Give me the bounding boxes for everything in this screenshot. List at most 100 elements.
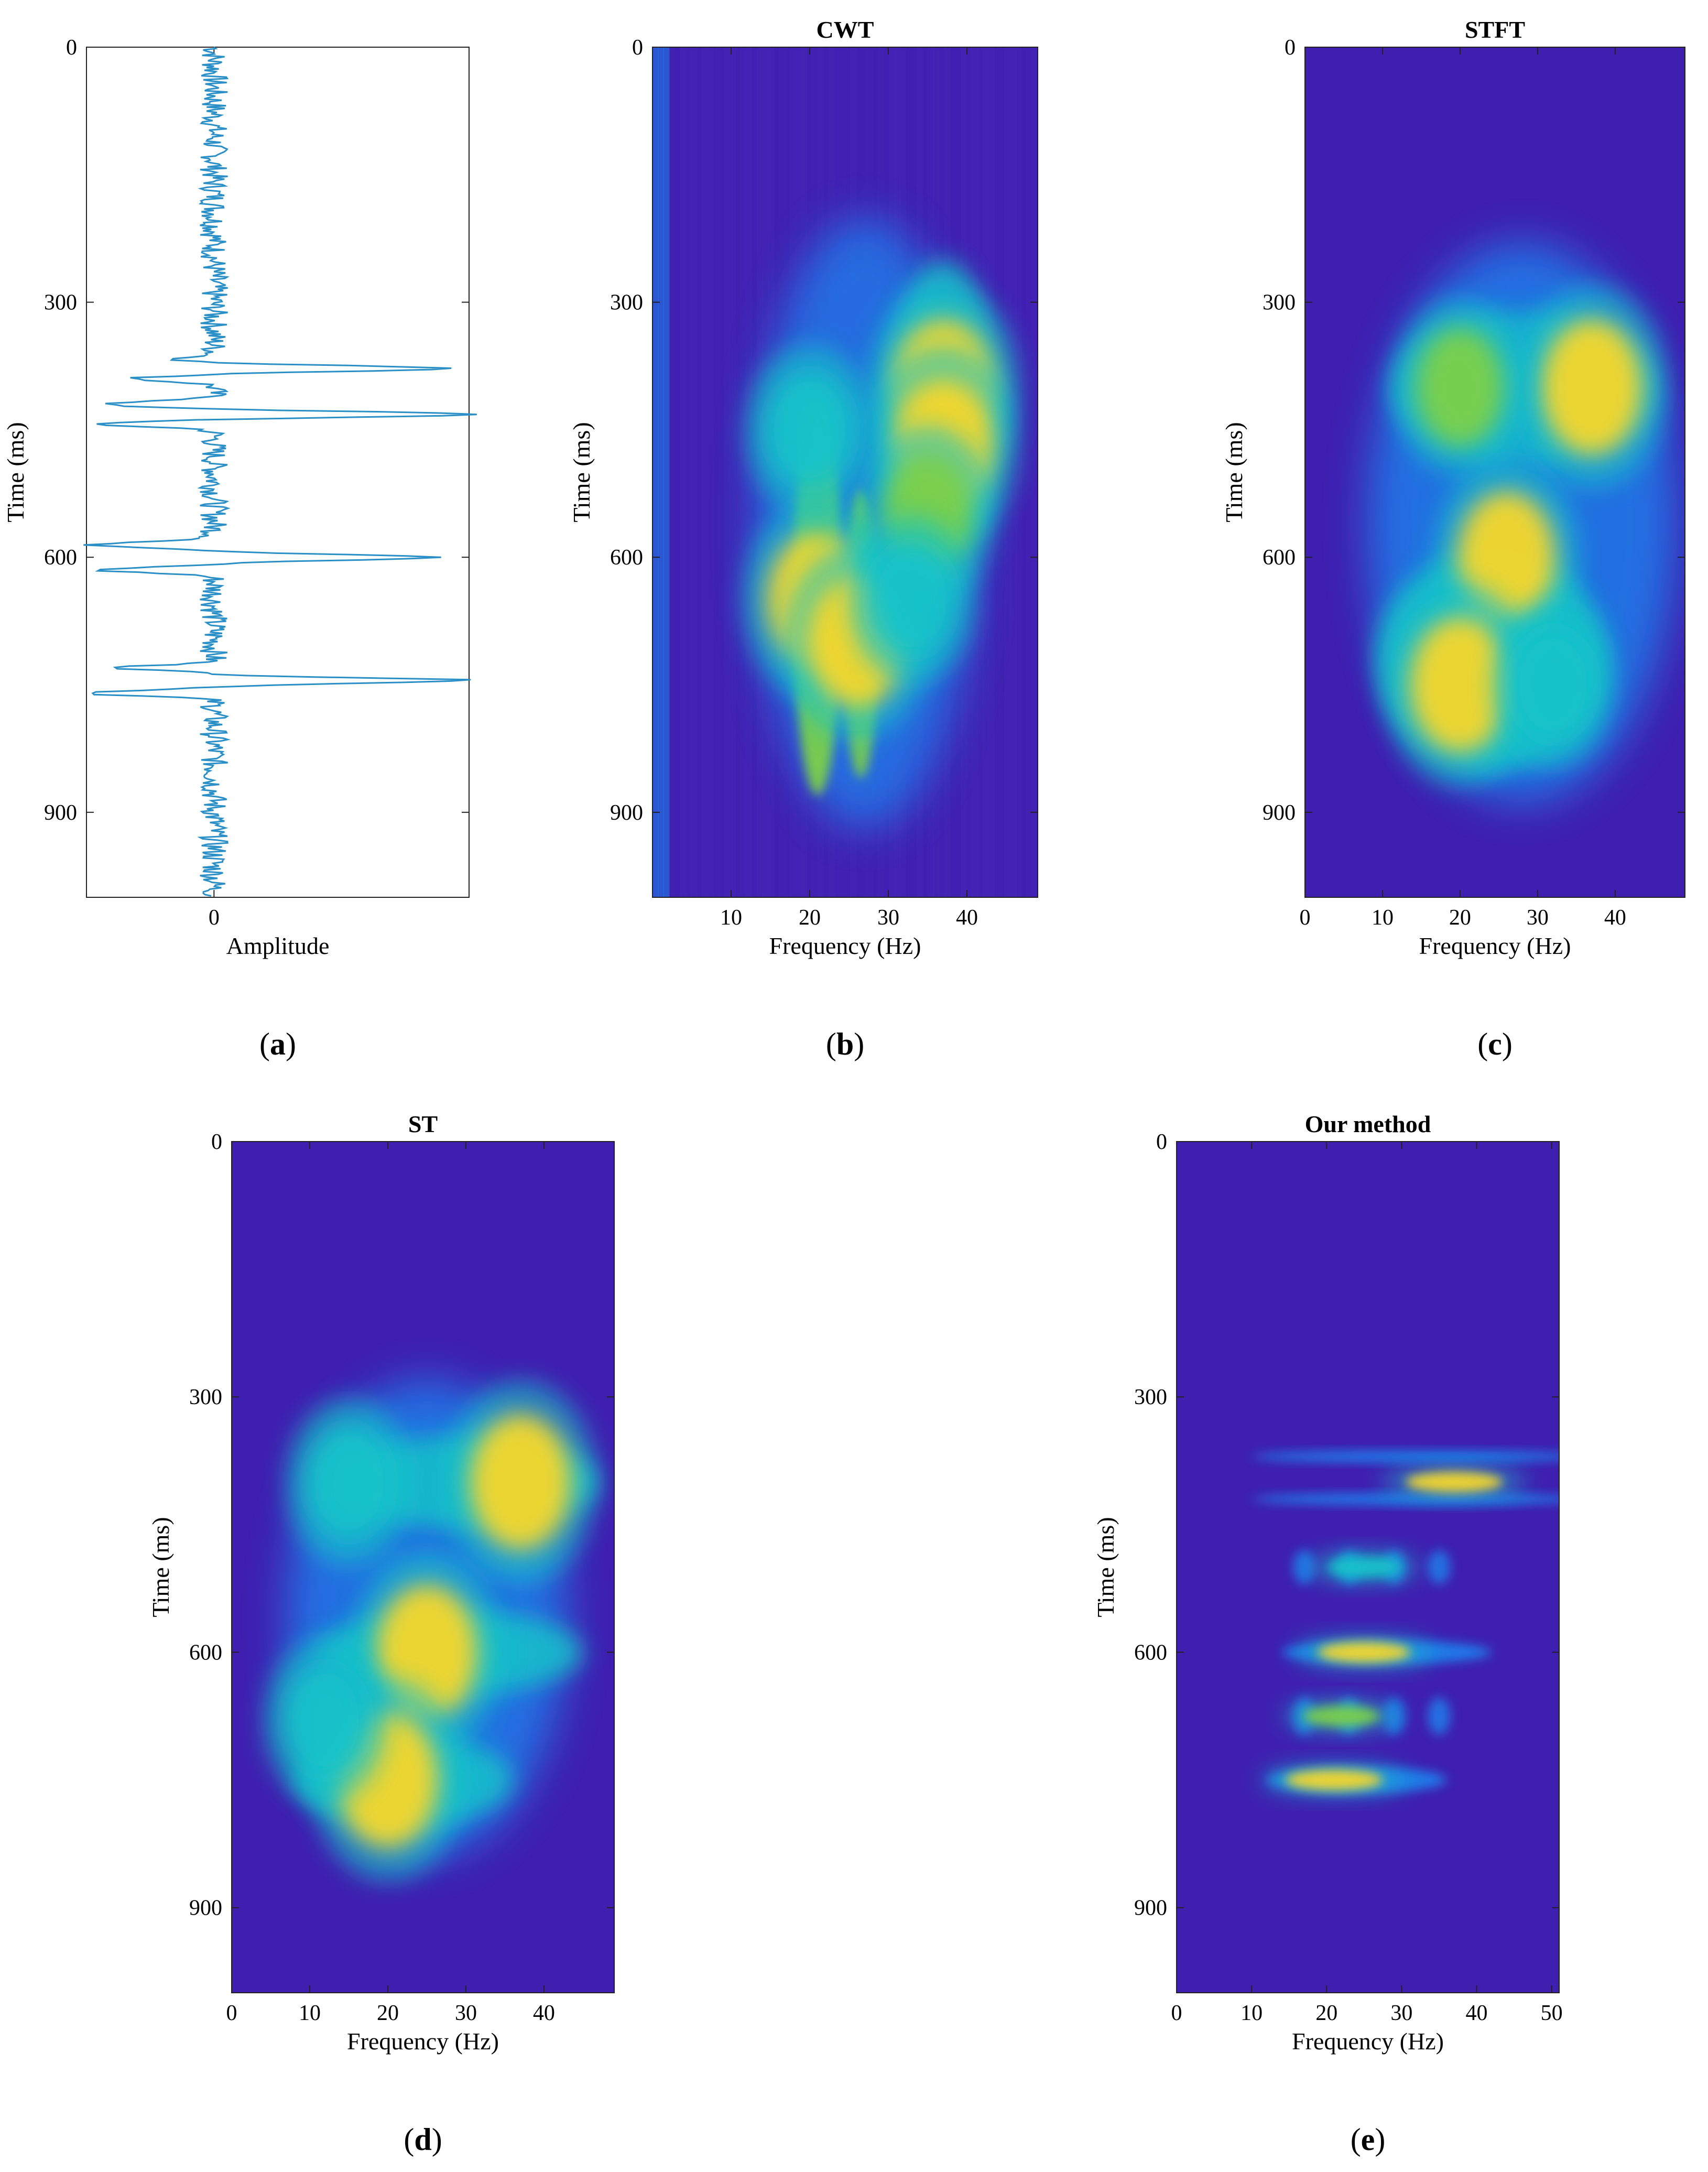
energy-streak: [1428, 1550, 1451, 1584]
x-tick-label: 20: [377, 2001, 399, 2025]
axes-frame-a: [86, 47, 470, 898]
energy-blob: [766, 372, 853, 487]
panel-b: 0 300 600 900 10 20 30 40 Frequency (Hz) Time (ms…: [568, 16, 1038, 1061]
heatmap-image: [1177, 1142, 1559, 1993]
panel-c: 0 300 600 900 0 10 20 30 40 Frequency (Hz) Time (m…: [1221, 16, 1685, 1061]
x-tick-label: 40: [1604, 906, 1626, 930]
y-axis-label: Time (ms): [568, 422, 595, 522]
cwt-band: [746, 47, 752, 897]
y-tick-label: 0: [1156, 1130, 1167, 1154]
x-tick-label: 0: [1171, 2001, 1182, 2025]
energy-streak: [1292, 1550, 1315, 1584]
y-tick-label: 600: [610, 546, 643, 570]
cwt-band: [680, 47, 686, 897]
energy-blob: [1285, 1769, 1383, 1790]
axes-frame-c: [1304, 47, 1685, 898]
x-tick-label: 40: [533, 2001, 555, 2025]
x-tick-label: 10: [1372, 906, 1394, 930]
energy-blob: [1541, 319, 1642, 455]
panel-caption: (e): [1351, 2122, 1386, 2157]
y-tick-label: 600: [1134, 1641, 1167, 1665]
chart-title: STFT: [1465, 16, 1525, 43]
y-tick-label: 0: [1285, 36, 1296, 60]
y-tick-label: 0: [632, 36, 643, 60]
cwt-band: [724, 47, 730, 897]
cwt-band: [719, 47, 725, 897]
y-tick-label: 300: [1134, 1385, 1167, 1409]
x-tick-label: 30: [455, 2001, 477, 2025]
y-tick-label: 0: [211, 1130, 222, 1154]
panel-caption-letter: b: [836, 1027, 854, 1061]
y-axis-label: Time (ms): [2, 422, 29, 522]
x-axis-label: Frequency (Hz): [1419, 932, 1571, 959]
energy-blob: [1416, 328, 1505, 447]
y-tick-label: 600: [44, 546, 77, 570]
energy-blob: [1405, 1472, 1503, 1493]
y-tick-label: 300: [189, 1385, 222, 1409]
energy-blob: [1318, 1642, 1411, 1663]
y-tick-label: 900: [189, 1896, 222, 1920]
panel-caption-letter: d: [414, 2122, 431, 2157]
panel-caption: (d): [404, 2122, 442, 2157]
axes-frame-b: [652, 47, 1038, 898]
cwt-band: [702, 47, 708, 897]
x-tick-label: 20: [1315, 2001, 1337, 2025]
energy-blob: [1512, 629, 1594, 740]
cwt-band: [1021, 47, 1027, 897]
cwt-band: [675, 47, 681, 897]
panel-d: 0 300 600 900 0 10 20 30 40 Frequency (Hz) Time (m…: [147, 1111, 615, 2157]
x-tick-label: 10: [299, 2001, 321, 2025]
energy-blob: [869, 543, 954, 656]
cwt-band: [1027, 47, 1033, 897]
heatmap-image: [652, 47, 1038, 897]
y-tick-label: 300: [44, 291, 77, 315]
x-tick-label: 0: [226, 2001, 237, 2025]
y-axis-label: Time (ms): [1092, 1517, 1119, 1617]
cwt-band: [652, 47, 659, 897]
panel-e: 0 300 600 900 0 10 20 30 40 50 Frequency (Hz) Time …: [1092, 1111, 1563, 2157]
cwt-band: [697, 47, 703, 897]
energy-blob: [307, 1426, 391, 1539]
cwt-band: [730, 47, 736, 897]
cwt-band: [741, 47, 747, 897]
x-tick-label: 10: [720, 906, 742, 930]
x-tick-label: 20: [799, 906, 821, 930]
seismic-trace-line: [83, 46, 477, 897]
cwt-band: [735, 47, 741, 897]
cwt-band: [713, 47, 719, 897]
energy-blob: [1409, 616, 1511, 753]
x-tick-label: 50: [1541, 2001, 1563, 2025]
energy-blob: [284, 1665, 367, 1776]
energy-blob: [1303, 1706, 1380, 1726]
x-axis-label: Frequency (Hz): [347, 2028, 499, 2055]
axes-frame-d: [231, 1141, 615, 1993]
chart-title: Our method: [1305, 1111, 1431, 1137]
y-tick-label: 600: [1263, 546, 1296, 570]
cwt-band: [663, 47, 670, 897]
x-tick-label: 30: [1390, 2001, 1412, 2025]
cwt-band: [708, 47, 714, 897]
cwt-band: [1032, 47, 1038, 897]
y-tick-label: 0: [66, 36, 77, 60]
chart-title: CWT: [817, 16, 874, 43]
y-tick-label: 900: [610, 801, 643, 825]
chart-title: ST: [408, 1111, 438, 1137]
energy-streak: [1252, 1450, 1559, 1463]
x-tick-label: 40: [956, 906, 978, 930]
x-tick-label: 40: [1466, 2001, 1488, 2025]
cwt-band: [658, 47, 664, 897]
panel-caption: (a): [259, 1027, 296, 1061]
panel-caption-letter: e: [1361, 2122, 1375, 2157]
heatmap-image: [1305, 47, 1685, 897]
plot-area: [86, 47, 469, 897]
x-tick-label: 0: [1300, 906, 1311, 930]
x-axis-label: Frequency (Hz): [1292, 2028, 1444, 2055]
cwt-band: [691, 47, 697, 897]
y-tick-label: 900: [1134, 1896, 1167, 1920]
y-tick-label: 900: [1263, 801, 1296, 825]
x-axis-label: Amplitude: [226, 932, 330, 959]
y-tick-label: 600: [189, 1641, 222, 1665]
axes-frame-e: [1176, 1141, 1560, 1993]
cwt-band: [686, 47, 692, 897]
cwt-band: [1016, 47, 1022, 897]
